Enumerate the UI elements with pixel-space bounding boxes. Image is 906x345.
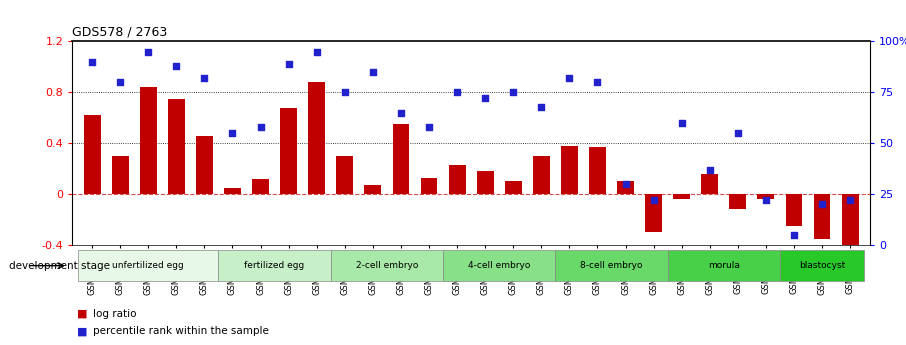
Bar: [668, 250, 780, 281]
Bar: [448, 165, 466, 194]
Point: [422, 124, 437, 130]
Text: 2-cell embryo: 2-cell embryo: [356, 261, 418, 270]
Point: [477, 96, 492, 101]
Bar: [140, 87, 157, 194]
Point: [282, 61, 296, 67]
Point: [506, 89, 520, 95]
Bar: [814, 194, 831, 239]
Point: [534, 104, 548, 109]
Bar: [111, 156, 129, 194]
Bar: [617, 181, 634, 194]
Point: [814, 201, 829, 207]
Point: [169, 63, 184, 69]
Bar: [331, 250, 443, 281]
Point: [758, 197, 773, 203]
Bar: [218, 250, 331, 281]
Text: log ratio: log ratio: [93, 309, 137, 319]
Bar: [78, 250, 218, 281]
Point: [85, 59, 100, 65]
Bar: [780, 250, 864, 281]
Bar: [589, 147, 606, 194]
Text: unfertilized egg: unfertilized egg: [112, 261, 184, 270]
Bar: [757, 194, 775, 199]
Text: 8-cell embryo: 8-cell embryo: [580, 261, 642, 270]
Bar: [392, 124, 410, 194]
Point: [366, 69, 381, 75]
Point: [730, 130, 745, 136]
Bar: [252, 179, 269, 194]
Text: ■: ■: [77, 309, 88, 319]
Bar: [645, 194, 662, 232]
Text: 4-cell embryo: 4-cell embryo: [468, 261, 530, 270]
Point: [394, 110, 409, 115]
Text: ■: ■: [77, 326, 88, 336]
Point: [618, 181, 632, 187]
Bar: [673, 194, 690, 199]
Point: [646, 197, 660, 203]
Bar: [364, 185, 381, 194]
Bar: [561, 146, 578, 194]
Text: fertilized egg: fertilized egg: [245, 261, 304, 270]
Bar: [729, 194, 747, 209]
Bar: [336, 156, 353, 194]
Bar: [308, 82, 325, 194]
Point: [338, 89, 352, 95]
Bar: [420, 178, 438, 194]
Point: [141, 49, 156, 54]
Point: [226, 130, 240, 136]
Point: [254, 124, 268, 130]
Bar: [505, 181, 522, 194]
Text: GDS578 / 2763: GDS578 / 2763: [72, 26, 168, 39]
Bar: [280, 108, 297, 194]
Bar: [533, 156, 550, 194]
Point: [450, 89, 465, 95]
Text: blastocyst: blastocyst: [799, 261, 845, 270]
Text: development stage: development stage: [9, 261, 110, 270]
Bar: [168, 99, 185, 194]
Bar: [477, 171, 494, 194]
Point: [702, 167, 717, 172]
Bar: [224, 188, 241, 194]
Point: [786, 232, 801, 237]
Bar: [842, 194, 859, 251]
Bar: [701, 174, 718, 194]
Bar: [443, 250, 555, 281]
Text: percentile rank within the sample: percentile rank within the sample: [93, 326, 269, 336]
Point: [310, 49, 324, 54]
Point: [198, 75, 212, 81]
Bar: [555, 250, 668, 281]
Bar: [83, 115, 101, 194]
Point: [843, 197, 857, 203]
Bar: [786, 194, 803, 226]
Point: [113, 79, 128, 85]
Bar: [196, 136, 213, 194]
Point: [674, 120, 689, 126]
Point: [562, 75, 576, 81]
Text: morula: morula: [708, 261, 739, 270]
Point: [590, 79, 604, 85]
